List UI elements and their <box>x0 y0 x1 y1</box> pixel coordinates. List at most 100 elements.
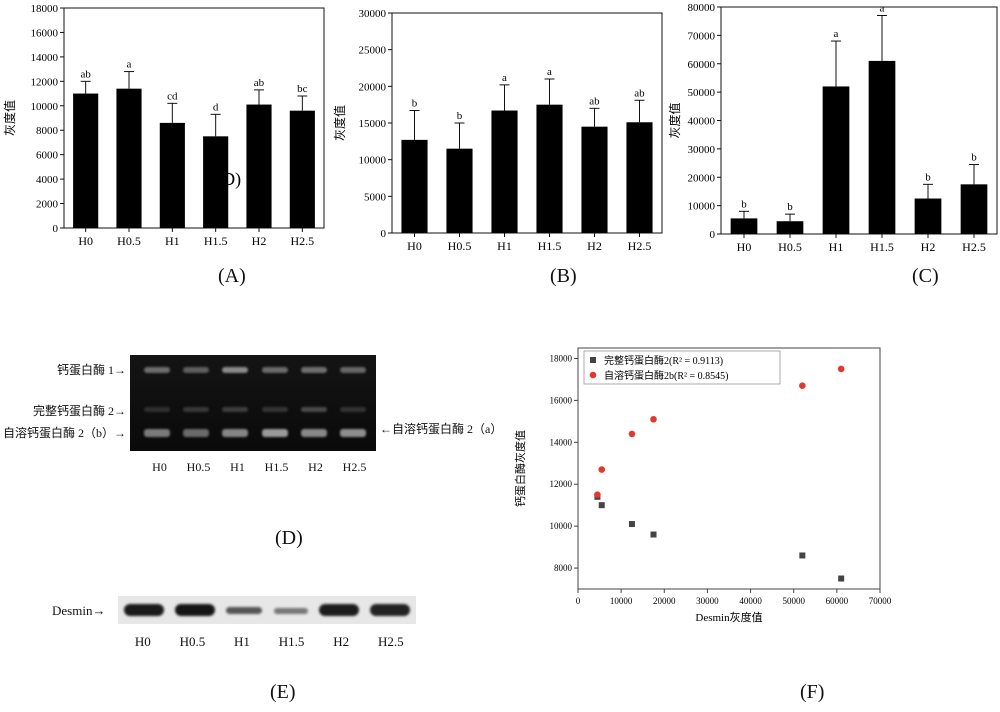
chart-a-bar <box>116 88 142 229</box>
chart-b-xtick-label: H2 <box>587 239 602 253</box>
lane-label: H1 <box>230 460 245 474</box>
lane-label: H1.5 <box>264 460 289 474</box>
gel-e-label-desmin: Desmin→ <box>52 603 106 618</box>
chart-f: 0 10000 20000 30000 40000 50000 60000 70000 8000… <box>513 347 892 624</box>
chart-b: 0 5000 10000 15000 20000 25000 30000 b H0 b H0.5 a H… <box>332 8 663 253</box>
chart-c-sig-letter: b <box>741 198 747 210</box>
gel-d-image <box>130 355 376 451</box>
chart-f-point-square <box>628 521 635 528</box>
chart-b-xtick-label: H2.5 <box>628 239 652 253</box>
chart-b-ytick-label: 25000 <box>359 45 387 57</box>
chart-f-ytick-label: 14000 <box>550 437 573 447</box>
panel-label-a: (A) <box>218 265 246 287</box>
chart-f-legend-label: 自溶钙蛋白酶2b(R² = 0.8545) <box>604 369 728 382</box>
chart-b-xtick-label: H1 <box>497 239 512 253</box>
chart-b-sig-letter: a <box>547 66 552 78</box>
gel-d-label-intact-calpain2: 完整钙蛋白酶 2→ <box>33 404 127 418</box>
chart-a: 0 2000 4000 6000 8000 10000 12000 14000 16000 180… <box>2 3 325 248</box>
panel-label-f: (F) <box>800 681 825 703</box>
lane-label: H0 <box>134 634 151 649</box>
chart-f-ytick-label: 10000 <box>550 521 573 531</box>
chart-a-sig-letter: ab <box>254 77 265 89</box>
chart-b-ytick-label: 10000 <box>359 155 387 167</box>
chart-f-point-square <box>799 552 806 559</box>
chart-c-ytick-label: 80000 <box>688 2 716 14</box>
band-row-intact-calpain2 <box>144 407 366 412</box>
lane-label: H1 <box>234 634 250 649</box>
gel-e-image <box>118 596 416 624</box>
chart-a-ytick-label: 4000 <box>36 174 59 186</box>
gel-d-lane-labels: H0 H0.5 H1 H1.5 H2 H2.5 <box>140 460 374 475</box>
chart-c-sig-letter: a <box>880 3 885 15</box>
chart-a-bar <box>73 93 99 228</box>
chart-f-ytick-label: 16000 <box>550 395 573 405</box>
chart-b-xtick-label: H0.5 <box>448 239 472 253</box>
chart-c-ytick-label: 40000 <box>688 116 716 128</box>
chart-b-ytick-label: 15000 <box>359 118 387 130</box>
chart-b-ytick-label: 30000 <box>359 8 387 20</box>
chart-f-ytick-label: 12000 <box>550 479 573 489</box>
chart-f-legend-label: 完整钙蛋白酶2(R² = 0.9113) <box>604 354 723 367</box>
chart-a-xtick-label: H0.5 <box>117 234 141 248</box>
chart-b-ylabel: 灰度值 <box>332 105 347 141</box>
chart-a-ytick-label: 8000 <box>36 125 59 137</box>
chart-a-xtick-label: H1.5 <box>204 234 228 248</box>
chart-f-xtick-label: 50000 <box>782 596 805 606</box>
chart-f-point-circle <box>837 365 845 373</box>
chart-c-bar <box>776 221 804 234</box>
lane-label: H2.5 <box>342 460 367 474</box>
chart-f-point-square <box>650 531 657 538</box>
chart-f-point-square <box>838 575 845 582</box>
chart-f-xtick-label: 10000 <box>610 596 633 606</box>
chart-c-xtick-label: H1.5 <box>870 240 894 254</box>
chart-b-sig-letter: b <box>457 110 463 122</box>
chart-a-bar <box>289 110 315 228</box>
chart-a-bar <box>246 104 272 228</box>
chart-b-ytick-label: 0 <box>381 228 387 240</box>
chart-c-ytick-label: 20000 <box>688 172 716 184</box>
chart-b-sig-letter: ab <box>589 95 600 107</box>
chart-f-legend-box <box>583 350 781 385</box>
chart-a-ytick-label: 12000 <box>31 76 59 88</box>
chart-a-ytick-label: 6000 <box>36 150 59 162</box>
chart-a-xtick-label: H2 <box>252 234 267 248</box>
chart-b-xtick-label: H1.5 <box>538 239 562 253</box>
chart-f-ylabel: 钙蛋白酶灰度值 <box>513 430 527 507</box>
chart-b-sig-letter: a <box>502 72 507 84</box>
chart-b-bar <box>581 126 608 233</box>
panel-label-d: (D) <box>275 527 303 549</box>
chart-a-ylabel: 灰度值 <box>2 100 17 136</box>
chart-f-frame <box>577 347 881 590</box>
chart-a-sig-letter: d <box>213 101 219 113</box>
gel-d-label-autolyzed-a: ←自溶钙蛋白酶 2（a） <box>380 422 503 436</box>
chart-b-bar <box>401 139 428 233</box>
chart-a-xtick-label: H2.5 <box>290 234 314 248</box>
chart-f-point-circle <box>650 415 657 423</box>
chart-f-xtick-label: 70000 <box>869 596 892 606</box>
chart-c-bar <box>822 86 850 234</box>
chart-c-ytick-label: 30000 <box>688 144 716 156</box>
chart-a-ytick-label: 10000 <box>31 101 59 113</box>
chart-c-xtick-label: H2.5 <box>962 240 986 254</box>
chart-a-sig-letter: cd <box>167 90 178 102</box>
chart-c-bar <box>960 184 988 234</box>
chart-f-legend-marker <box>589 371 597 379</box>
gel-e-lane-labels: H0 H0.5 H1 H1.5 H2 H2.5 <box>118 634 416 650</box>
chart-c-sig-letter: a <box>834 28 839 40</box>
chart-b-bar <box>446 148 473 233</box>
chart-f-point-square <box>598 502 605 509</box>
chart-c-ytick-label: 60000 <box>688 59 716 71</box>
chart-a-ytick-label: 2000 <box>36 199 59 211</box>
chart-c-xtick-label: H1 <box>829 240 844 254</box>
chart-f-point-circle <box>628 430 636 438</box>
chart-c-ytick-label: 10000 <box>688 201 716 213</box>
chart-f-xlabel: Desmin灰度值 <box>695 610 762 624</box>
chart-a-xtick-label: H0 <box>78 234 93 248</box>
chart-c-bar <box>914 198 942 234</box>
panel-label-c: (C) <box>912 265 939 287</box>
gel-d-label-calpain1: 钙蛋白酶 1→ <box>57 363 127 377</box>
chart-b-ytick-label: 20000 <box>359 81 387 93</box>
chart-c-bar <box>730 218 758 234</box>
chart-a-sig-letter: ab <box>80 68 91 80</box>
chart-a-ytick-label: 18000 <box>31 3 59 15</box>
